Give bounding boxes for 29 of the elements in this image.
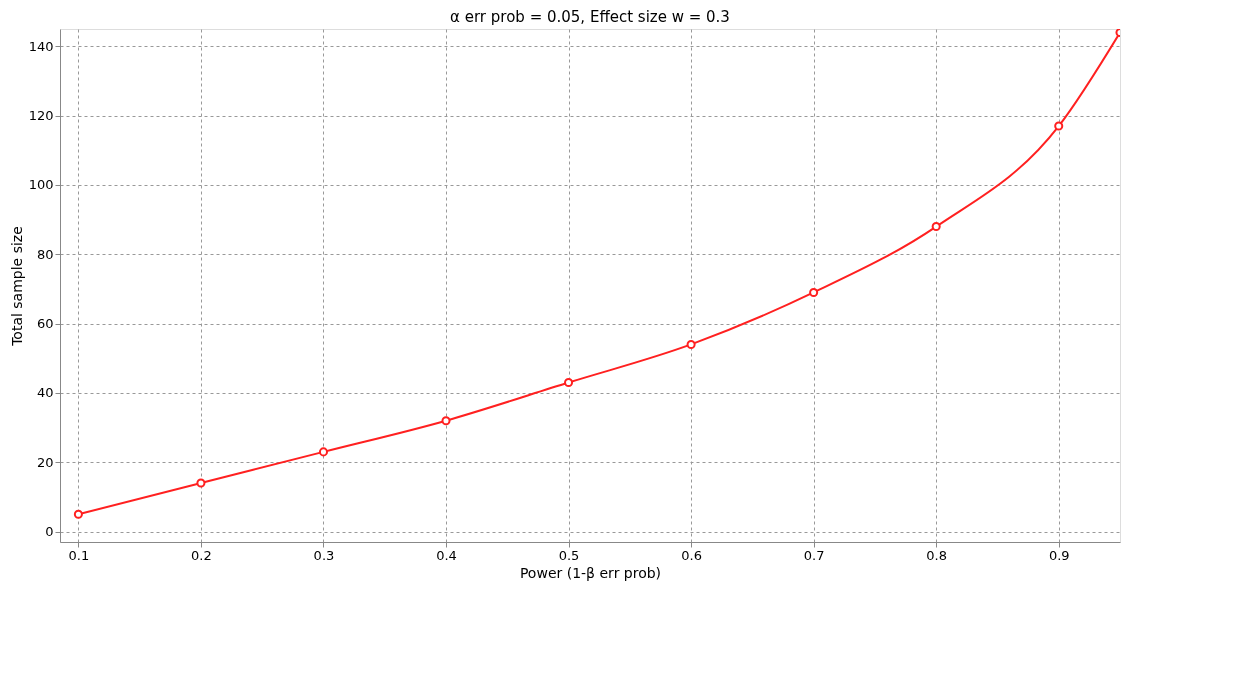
x-tick-label: 0.9 <box>1048 547 1070 563</box>
y-tick-label: 20 <box>36 454 54 470</box>
point <box>686 339 696 349</box>
x-tick-label: 0.4 <box>436 547 457 563</box>
point <box>196 478 206 488</box>
x-tick-label: 0.2 <box>191 547 212 563</box>
x-tick-label: 0.5 <box>558 547 580 563</box>
x-tick-label: 0.3 <box>313 547 335 563</box>
y-tick-label: 140 <box>28 38 54 54</box>
y-axis-title: Total sample size <box>8 226 25 347</box>
point <box>1054 121 1064 131</box>
x-tick-label: 0.6 <box>681 547 702 563</box>
y-tick-label: 120 <box>28 108 54 124</box>
point <box>809 287 819 297</box>
chart-title: α err prob = 0.05, Effect size w = 0.3 <box>450 8 730 26</box>
x-tick-label: 0.1 <box>68 547 90 563</box>
x-tick-label: 0.7 <box>803 547 825 563</box>
y-tick-label: 60 <box>36 316 54 332</box>
y-tick-label: 100 <box>28 177 54 193</box>
point <box>564 378 574 388</box>
y-tick-label: 80 <box>36 246 54 262</box>
point <box>73 509 83 519</box>
y-tick-label: 40 <box>36 385 54 401</box>
point <box>441 416 451 426</box>
point <box>931 222 941 232</box>
point <box>318 447 328 457</box>
x-tick-label: 0.8 <box>926 547 948 563</box>
x-axis-title: Power (1-β err prob) <box>519 564 662 581</box>
y-tick-label: 0 <box>45 524 54 540</box>
